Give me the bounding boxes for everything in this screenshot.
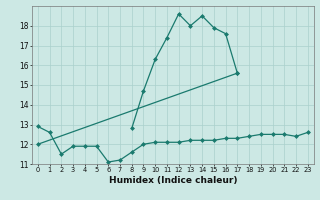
X-axis label: Humidex (Indice chaleur): Humidex (Indice chaleur) <box>108 176 237 185</box>
